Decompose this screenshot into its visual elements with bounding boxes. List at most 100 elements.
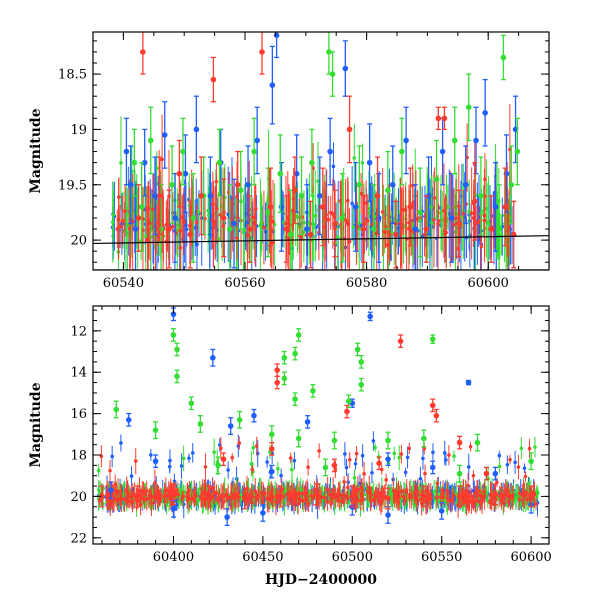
dense-data-point <box>482 489 487 494</box>
data-point <box>210 76 217 83</box>
data-point <box>169 181 175 188</box>
dense-data-point <box>478 500 482 505</box>
dense-data-point <box>499 233 504 237</box>
dense-data-point <box>380 210 385 214</box>
dense-data-point <box>235 492 240 496</box>
dense-data-point <box>399 489 404 493</box>
dense-data-point <box>250 495 255 499</box>
dense-data-point <box>250 467 255 472</box>
data-point <box>277 493 284 500</box>
dense-data-point <box>251 215 255 220</box>
dense-data-point <box>251 445 256 450</box>
data-point <box>332 220 338 227</box>
data-point <box>352 204 359 210</box>
top-panel: 60540 60560 60580 60600 18.5 19 19.5 20 Magnitu… <box>28 31 550 291</box>
dense-data-point <box>351 225 356 229</box>
data-point <box>140 49 146 55</box>
dense-data-point <box>360 161 365 165</box>
dense-data-point <box>519 446 524 451</box>
dense-data-point <box>297 491 301 495</box>
data-point <box>144 237 151 243</box>
dense-data-point <box>384 224 388 229</box>
dense-data-point <box>344 465 349 470</box>
dense-data-point <box>254 444 259 448</box>
data-point <box>182 170 189 177</box>
dense-data-point <box>365 490 370 494</box>
x-tick-label: 60560 <box>224 276 265 291</box>
y-tick-label: 22 <box>70 531 87 546</box>
data-point <box>283 226 290 232</box>
dense-data-point <box>319 495 324 499</box>
dense-data-point <box>113 482 117 486</box>
data-point <box>528 493 534 500</box>
data-point <box>385 512 391 518</box>
data-point <box>172 215 178 221</box>
dense-data-point <box>424 499 429 503</box>
dense-data-point <box>501 498 505 503</box>
data-point <box>269 431 275 438</box>
data-point <box>152 427 159 433</box>
dense-data-point <box>436 219 441 223</box>
dense-data-point <box>180 215 184 219</box>
data-point <box>227 423 234 429</box>
dense-data-point <box>267 497 271 501</box>
dense-data-point <box>371 439 376 443</box>
dense-data-point <box>203 465 208 469</box>
dense-data-point <box>359 191 363 196</box>
dense-data-point <box>414 496 419 500</box>
dense-data-point <box>510 493 515 497</box>
dense-data-point <box>396 500 401 504</box>
dense-data-point <box>206 208 210 213</box>
dense-data-point <box>110 220 115 224</box>
data-point <box>147 137 154 144</box>
data-point <box>448 215 455 221</box>
dense-data-point <box>469 211 474 216</box>
data-point <box>127 181 134 188</box>
data-point <box>376 460 382 467</box>
data-point <box>292 396 298 402</box>
dense-data-point <box>413 490 417 494</box>
dense-data-point <box>311 496 316 501</box>
dense-data-point <box>105 492 109 497</box>
top-panel-ticks: 60540 60560 60580 60600 18.5 19 19.5 20 <box>58 32 550 291</box>
dense-data-point <box>435 481 440 486</box>
data-point <box>500 54 507 61</box>
data-point <box>220 456 227 462</box>
dense-data-point <box>486 221 491 226</box>
dense-data-point <box>230 496 234 500</box>
dense-data-point <box>387 232 392 237</box>
dense-data-point <box>379 467 384 472</box>
bottom-panel-data-points <box>99 307 534 527</box>
dense-data-point <box>345 496 350 500</box>
dense-data-point <box>451 222 456 227</box>
data-point <box>456 220 462 227</box>
dense-data-point <box>516 465 521 469</box>
dense-data-point <box>444 230 448 235</box>
data-point <box>371 226 377 232</box>
dense-data-point <box>306 465 310 470</box>
data-point <box>278 204 285 210</box>
data-point <box>465 379 472 386</box>
data-point <box>108 487 114 493</box>
dense-data-point <box>302 220 306 225</box>
bottom-panel-ticks: 60400 60450 60500 60550 60600 12 14 16 18 20 22 <box>70 306 552 565</box>
dense-data-point <box>219 446 223 450</box>
dense-data-point <box>97 488 101 492</box>
dense-data-point <box>259 490 264 495</box>
data-point <box>322 464 329 471</box>
data-point <box>349 493 356 500</box>
dense-data-point <box>214 206 219 211</box>
data-point <box>354 346 361 353</box>
bottom-panel-ylabel: Magnitude <box>28 382 44 467</box>
data-point <box>132 226 139 232</box>
data-point <box>166 226 172 232</box>
top-panel-frame <box>92 31 550 271</box>
data-point <box>259 49 265 55</box>
data-point <box>433 412 440 419</box>
data-point <box>429 464 436 471</box>
data-point <box>265 209 271 216</box>
dense-data-point <box>439 210 443 215</box>
data-point <box>329 71 336 77</box>
dense-data-point <box>122 497 127 502</box>
data-point <box>170 311 177 318</box>
